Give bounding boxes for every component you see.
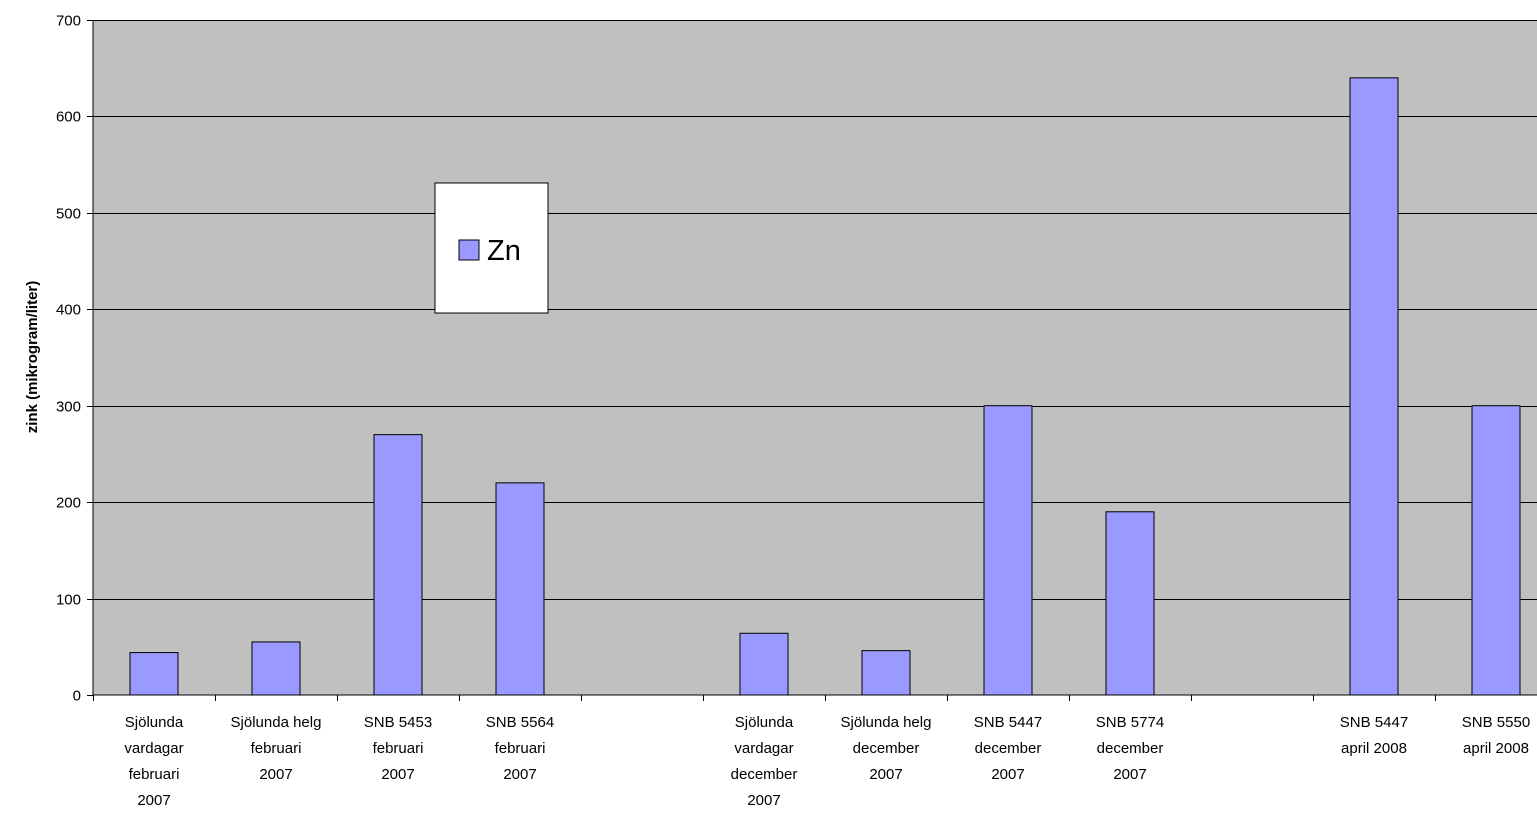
y-tick-label: 500 [56, 206, 81, 223]
y-axis-title: zink (mikrogram/liter) [24, 281, 41, 434]
y-tick-label: 300 [56, 399, 81, 416]
bar [1471, 405, 1521, 696]
x-category-label: Sjölunda vardagar december 2007 [731, 714, 798, 809]
x-category-label: SNB 5447 december 2007 [974, 714, 1042, 783]
bar [861, 650, 911, 696]
x-category-label: SNB 5550 april 2008 [1462, 714, 1530, 757]
y-tick-label: 200 [56, 495, 81, 512]
x-category-label: SNB 5447 april 2008 [1340, 714, 1408, 757]
y-tick-label: 700 [56, 13, 81, 30]
y-tick-label: 400 [56, 302, 81, 319]
bar [739, 632, 789, 696]
bar [983, 405, 1033, 696]
legend-label-zn: Zn [487, 235, 521, 267]
bar [1349, 77, 1399, 696]
x-category-label: SNB 5774 december 2007 [1096, 714, 1164, 783]
bar [251, 641, 301, 696]
bar [495, 482, 545, 696]
x-axis-ticks [93, 695, 1436, 701]
legend-box [434, 182, 549, 314]
bar [373, 434, 423, 696]
gridlines [93, 20, 1537, 600]
y-axis-ticks: 0 100 200 300 400 500 600 700 [56, 13, 93, 705]
legend: Zn [434, 182, 549, 314]
bar [1105, 511, 1155, 696]
x-category-label: SNB 5453 februari 2007 [364, 714, 432, 783]
y-tick-label: 600 [56, 109, 81, 126]
bar [129, 652, 179, 696]
y-tick-label: 100 [56, 592, 81, 609]
legend-swatch [458, 239, 480, 261]
x-category-label: Sjölunda helg december 2007 [841, 714, 932, 783]
x-category-label: Sjölunda vardagar februari 2007 [124, 714, 183, 809]
y-tick-label: 0 [73, 688, 81, 705]
x-axis-labels: Sjölunda vardagar februari 2007 Sjölunda hel… [124, 714, 1530, 809]
x-category-label: SNB 5564 februari 2007 [486, 714, 554, 783]
plot-area [93, 20, 1537, 695]
bars [129, 77, 1521, 696]
x-category-label: Sjölunda helg februari 2007 [231, 714, 322, 783]
